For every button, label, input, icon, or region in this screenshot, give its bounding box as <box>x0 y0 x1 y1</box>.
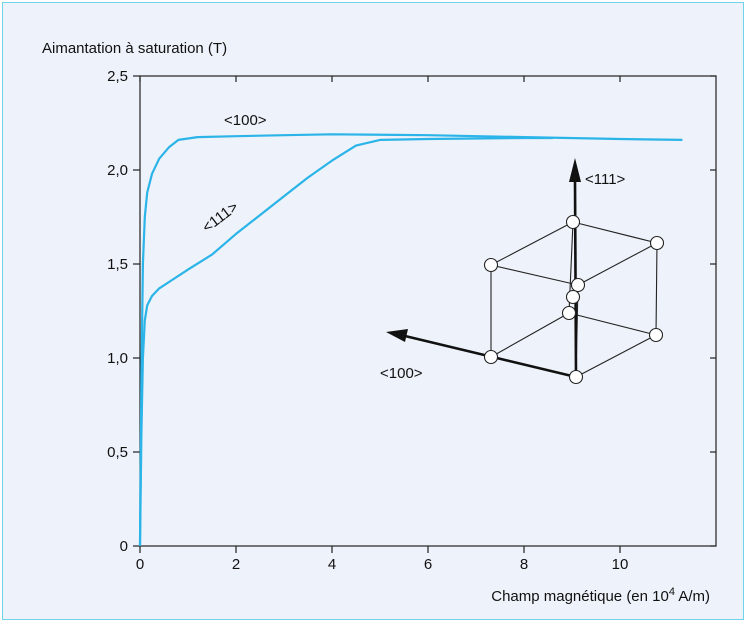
x-tick-label: 4 <box>328 556 336 573</box>
cube-atom <box>565 289 581 305</box>
curve-100 <box>138 133 683 547</box>
plot-frame <box>139 75 717 547</box>
y-tick-label: 1,0 <box>107 350 128 367</box>
cube-edge <box>568 312 657 336</box>
axis-arrows <box>386 158 581 379</box>
inset-label-111: <111> <box>585 171 626 188</box>
cube-atom <box>648 327 664 343</box>
cube-edge <box>490 221 574 266</box>
x-tick-label: 0 <box>136 556 144 573</box>
y-tick-label: 2,0 <box>107 162 128 179</box>
y-tick-label: 0 <box>120 538 128 555</box>
cube-edge <box>577 242 658 286</box>
arrow-111-head <box>569 158 581 182</box>
inset-label-100: <100> <box>380 365 423 382</box>
cube-edge <box>575 334 657 378</box>
curve-111 <box>138 136 553 547</box>
curve-label-100: <100> <box>224 112 267 129</box>
x-axis-title: Champ magnétique (en 104 A/m) <box>491 586 710 605</box>
x-tick-label: 8 <box>520 556 528 573</box>
y-tick-label: 2,5 <box>107 68 128 85</box>
curve-label-111: <111> <box>199 198 242 236</box>
y-tick-label: 0,5 <box>107 444 128 461</box>
cube-atom <box>649 235 665 251</box>
curves <box>138 133 683 547</box>
x-axis-title-exponent: 4 <box>669 586 675 598</box>
cube-atom <box>570 277 586 293</box>
cube-atom <box>483 257 499 273</box>
cube-edge <box>572 221 658 244</box>
cube-atom <box>565 214 581 230</box>
y-tick-label: 1,5 <box>107 256 128 273</box>
cube-edge <box>490 312 570 358</box>
axis-ticks: 0 2 4 6 8 10 0 0,5 1,0 1,5 2,0 2,5 <box>107 68 716 573</box>
plot-area <box>139 75 717 547</box>
cube-edge <box>490 264 579 286</box>
y-axis-title: Aimantation à saturation (T) <box>42 40 227 57</box>
x-tick-label: 10 <box>612 556 629 573</box>
arrow-100-head <box>386 329 408 342</box>
cube-vertices <box>483 214 665 385</box>
x-axis-title-end: A/m) <box>675 588 710 605</box>
cube-atom <box>483 349 499 365</box>
x-tick-label: 6 <box>424 556 432 573</box>
cube-edge <box>655 242 658 336</box>
x-axis-title-main: Champ magnétique (en 10 <box>491 588 669 605</box>
x-tick-label: 2 <box>232 556 240 573</box>
cube-atom <box>568 369 584 385</box>
cube-atom <box>561 305 577 321</box>
